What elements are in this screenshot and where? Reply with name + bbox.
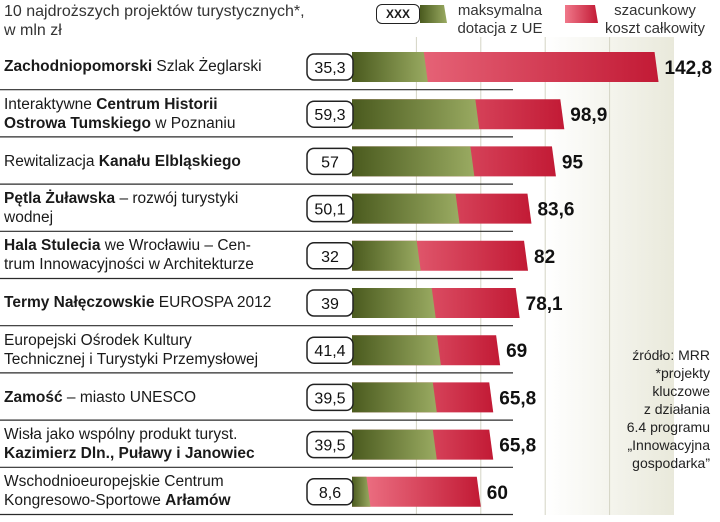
- total-value-label: 69: [506, 341, 527, 362]
- ue-value-label: 59,3: [314, 107, 345, 124]
- bar-ue: [352, 288, 436, 318]
- category-label: Pętla Żuławska – rozwój turystyki wodnej: [4, 190, 239, 227]
- x-tick-label: 120: [598, 520, 622, 522]
- ue-value-label: 39,5: [314, 390, 345, 407]
- legend-ue-label: maksymalna dotacja z UE: [457, 2, 543, 37]
- source-note: źródło: MRR *projekty kluczowe z działan…: [626, 347, 710, 471]
- legend-total-label: szacunkowy koszt całkowity: [604, 2, 706, 37]
- total-value-label: 65,8: [499, 388, 536, 409]
- ue-value-box: [306, 478, 354, 506]
- category-label: Termy Nałęczowskie EUROSPA 2012: [4, 294, 272, 312]
- ue-value-box: [306, 383, 354, 412]
- legend-value-box: XXX: [376, 4, 420, 24]
- ue-value-box: [306, 194, 354, 223]
- category-label: Hala Stulecia we Wrocławiu – Cen-trum In…: [4, 237, 254, 274]
- ue-value-box: [306, 147, 354, 176]
- total-value-label: 142,8: [665, 58, 713, 79]
- ue-value-box: [306, 100, 354, 128]
- total-value-label: 78,1: [526, 294, 563, 315]
- ue-value-box: [306, 289, 354, 317]
- category-label: Zamość – miasto UNESCO: [4, 388, 197, 406]
- x-tick-label: 90: [537, 520, 553, 522]
- bar-ue: [352, 429, 437, 460]
- ue-value-box: [306, 336, 354, 364]
- bar-ue: [352, 335, 441, 366]
- x-tick-label: 0: [348, 520, 356, 522]
- bar-ue: [352, 193, 460, 224]
- category-label: Wisła jako wspólny produkt turyst. Kazimi…: [4, 426, 255, 463]
- category-label: Europejski Ośrodek Kultury Technicznej i …: [4, 331, 259, 368]
- total-value-label: 83,6: [537, 200, 574, 221]
- title-line-2: w mln zł: [4, 22, 62, 39]
- chart-title: 10 najdroższych projektów turystycznych*…: [4, 2, 305, 40]
- ue-value-label: 57: [321, 154, 339, 171]
- total-value-label: 60: [487, 483, 508, 504]
- bar-ue: [352, 382, 437, 413]
- x-tick-label: 60: [473, 520, 489, 522]
- x-tick-label: 30: [409, 520, 425, 522]
- ue-value-box: [306, 242, 354, 270]
- ue-value-label: 41,4: [314, 343, 345, 360]
- ue-value-box: [306, 53, 354, 81]
- ue-value-label: 50,1: [314, 202, 345, 219]
- title-line-1: 10 najdroższych projektów turystycznych*…: [4, 3, 305, 20]
- bar-ue: [352, 52, 428, 82]
- bar-total: [352, 52, 659, 82]
- bar-ue: [352, 99, 480, 130]
- bar-ue: [352, 146, 475, 177]
- total-value-label: 98,9: [570, 105, 607, 126]
- total-value-label: 65,8: [499, 436, 536, 457]
- category-label: Rewitalizacja Kanału Elbląskiego: [4, 152, 241, 170]
- total-value-label: 95: [562, 152, 584, 173]
- legend-ue-swatch: [420, 5, 447, 23]
- ue-value-label: 39,5: [314, 438, 345, 455]
- ue-value-label: 32: [321, 249, 339, 266]
- legend-total-swatch: [565, 5, 598, 23]
- ue-value-box: [306, 430, 354, 459]
- category-label: Interaktywne Centrum Historii Ostrowa Tum…: [4, 95, 236, 132]
- bar-ue: [352, 476, 371, 507]
- x-tick-label: 150: [662, 520, 686, 522]
- ue-value-label: 8,6: [319, 485, 341, 502]
- total-value-label: 82: [534, 247, 555, 268]
- category-label: Zachodniopomorski Szlak Żeglarski: [4, 58, 262, 76]
- bar-total: [352, 476, 481, 507]
- category-label: Wschodnioeuropejskie Centrum Kongresowo-S…: [4, 473, 231, 510]
- bar-ue: [352, 240, 421, 271]
- ue-value-label: 39: [321, 296, 339, 313]
- ue-value-label: 35,3: [314, 60, 345, 77]
